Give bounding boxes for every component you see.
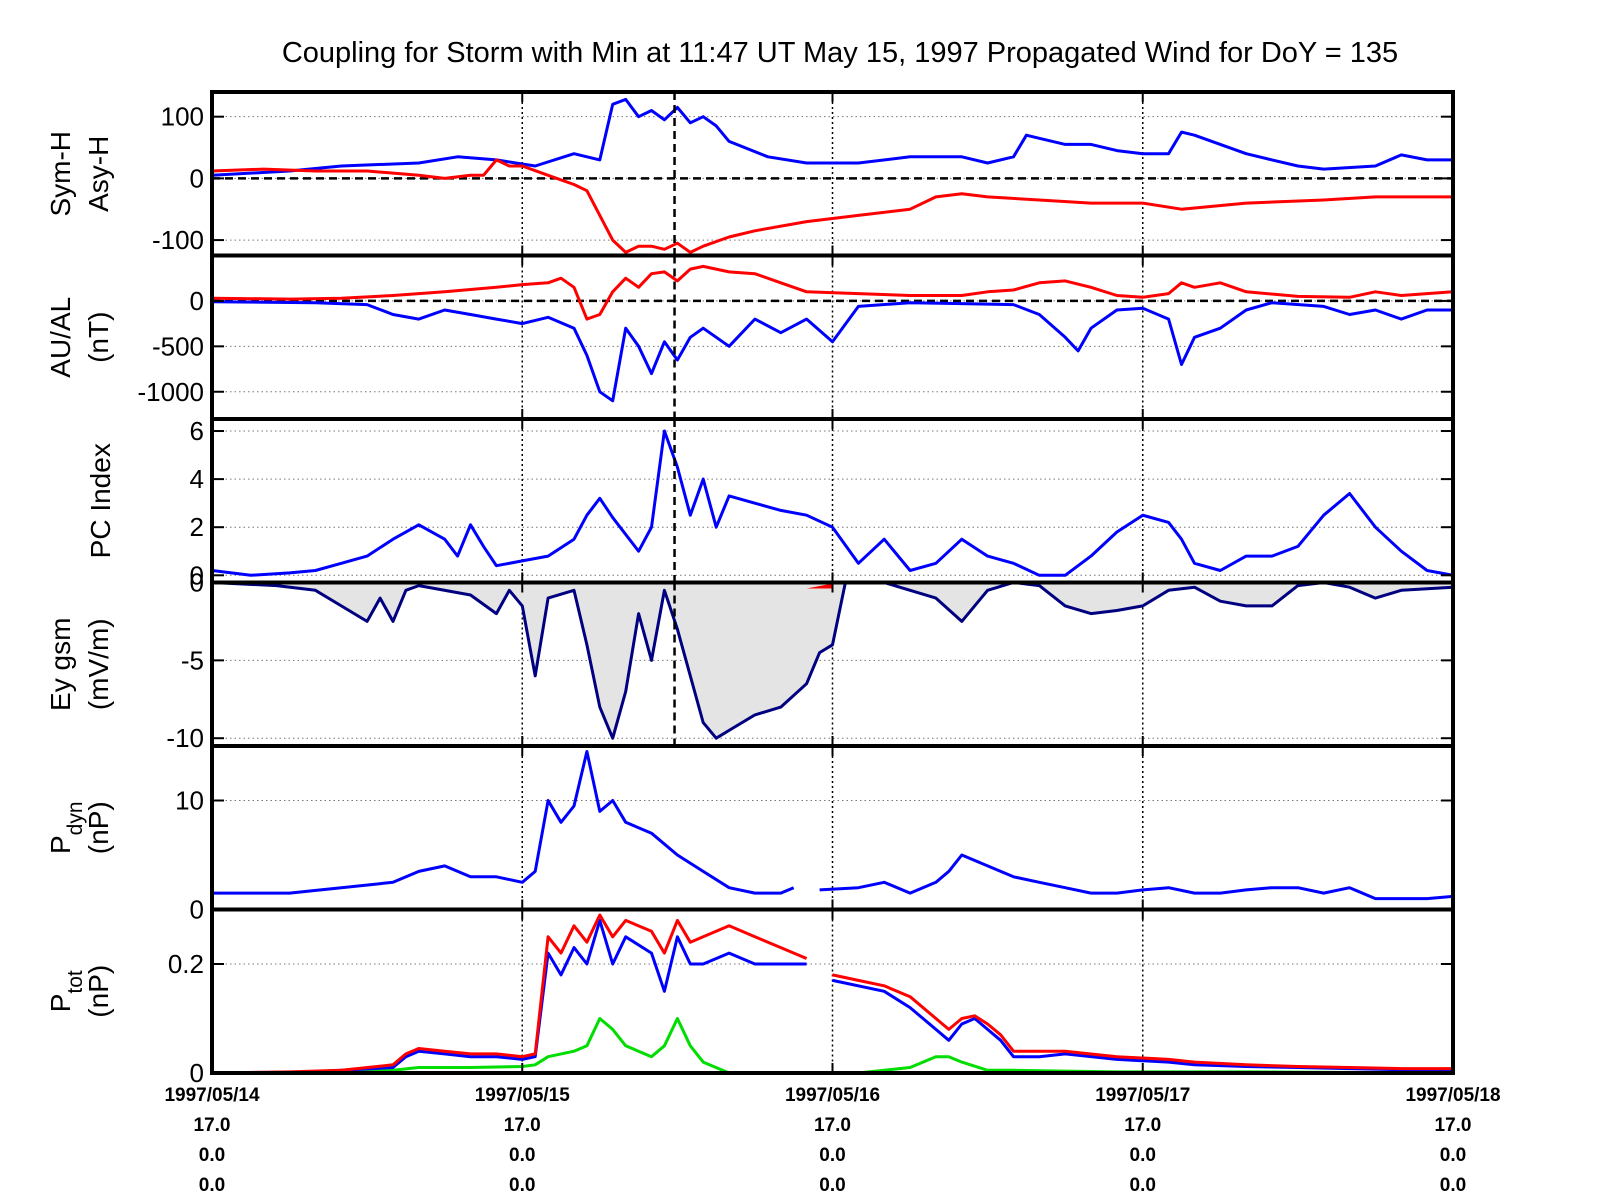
x-tick-label: 0.0 <box>199 1145 225 1166</box>
series-line <box>819 853 1453 901</box>
x-tick-label: 0.0 <box>1130 1175 1156 1196</box>
panel-4: -10 -5 0 Ey gsm (mV/m) <box>45 568 1455 753</box>
series-line <box>212 264 1453 321</box>
series-line <box>212 913 808 1073</box>
panel-5: 0 10 Pdyn(nP) <box>45 744 1455 925</box>
figure-title: Coupling for Storm with Min at 11:47 UT … <box>282 37 1398 69</box>
series-line <box>212 300 1453 403</box>
y-axis-label: AU/AL <box>45 297 76 378</box>
y-tick-label: 6 <box>190 416 204 446</box>
plot-area <box>212 255 1453 419</box>
x-tick-label: 0.0 <box>819 1145 845 1166</box>
x-tick-label: 1997/05/16 <box>785 1085 880 1106</box>
y-axis-label: (nP) <box>83 801 114 854</box>
y-tick-label: -500 <box>152 331 204 361</box>
y-tick-label: 0 <box>190 895 204 925</box>
x-tick-label: 17.0 <box>1124 1115 1161 1136</box>
series-fill <box>212 582 1453 739</box>
series-line <box>212 97 1453 177</box>
x-axis-tick-labels: 1997/05/14 1997/05/15 1997/05/16 1997/05/17… <box>164 1085 1500 1196</box>
y-tick-label: -10 <box>166 723 204 753</box>
plot-area <box>212 909 1453 1073</box>
series-line <box>212 582 1453 740</box>
y-tick-label: 10 <box>175 786 204 816</box>
y-axis-label: (mV/m) <box>83 618 114 710</box>
panel-1: -100 0 100 Sym-H Asy-H <box>45 90 1455 258</box>
x-tick-label: 1997/05/17 <box>1095 1085 1190 1106</box>
x-tick-label: 17.0 <box>814 1115 851 1136</box>
panel-3: 0 2 4 6 PC Index <box>85 416 1455 590</box>
x-tick-label: 0.0 <box>199 1175 225 1196</box>
marker-triangle <box>806 583 833 589</box>
x-tick-label: 1997/05/15 <box>475 1085 571 1106</box>
x-tick-label: 0.0 <box>1440 1175 1466 1196</box>
x-tick-label: 0.0 <box>819 1175 845 1196</box>
x-tick-label: 17.0 <box>194 1115 231 1136</box>
x-tick-label: 0.0 <box>509 1175 535 1196</box>
y-tick-label: 0 <box>190 1058 204 1088</box>
y-axis-label: Pdyn <box>45 801 87 854</box>
x-tick-label: 0.0 <box>509 1145 535 1166</box>
panel-2: -1000 -500 0 AU/AL (nT) <box>45 253 1455 421</box>
y-tick-label: 100 <box>161 102 204 132</box>
panel-6: 0 0.2 Ptot(nP) <box>45 907 1455 1088</box>
y-tick-label: 2 <box>190 512 204 542</box>
plot-area <box>212 582 1453 746</box>
y-tick-label: 0 <box>190 163 204 193</box>
plot-area <box>212 746 1453 910</box>
series-line <box>212 918 807 1073</box>
y-tick-label: -100 <box>152 225 204 255</box>
y-tick-label: 4 <box>190 464 204 494</box>
plot-area <box>212 92 1453 256</box>
y-axis-label: (nP) <box>83 965 114 1018</box>
series-line <box>212 750 795 895</box>
plot-area <box>212 419 1453 583</box>
y-tick-label: 0 <box>190 286 204 316</box>
y-tick-label: 0 <box>190 560 204 590</box>
y-axis-label: Ptot <box>45 970 87 1012</box>
x-tick-label: 0.0 <box>1130 1145 1156 1166</box>
series-line <box>212 429 1453 577</box>
series-line <box>832 973 1453 1071</box>
y-axis-label: Sym-H <box>45 131 76 217</box>
y-tick-label: -5 <box>181 645 204 675</box>
y-axis-label: Asy-H <box>83 136 114 212</box>
x-tick-label: 17.0 <box>504 1115 541 1136</box>
y-axis-label: (nT) <box>83 312 114 363</box>
x-tick-label: 0.0 <box>1440 1145 1466 1166</box>
y-tick-label: -1000 <box>138 377 205 407</box>
panel-frame <box>210 907 1455 1075</box>
x-tick-label: 17.0 <box>1435 1115 1472 1136</box>
x-tick-label: 1997/05/14 <box>164 1085 260 1106</box>
y-axis-label: PC Index <box>85 443 116 558</box>
y-tick-label: 0.2 <box>168 949 204 979</box>
y-tick-label: 0 <box>190 568 204 598</box>
x-tick-label: 1997/05/18 <box>1405 1085 1500 1106</box>
series-line <box>212 158 1453 254</box>
y-axis-label: Ey gsm <box>45 618 76 711</box>
